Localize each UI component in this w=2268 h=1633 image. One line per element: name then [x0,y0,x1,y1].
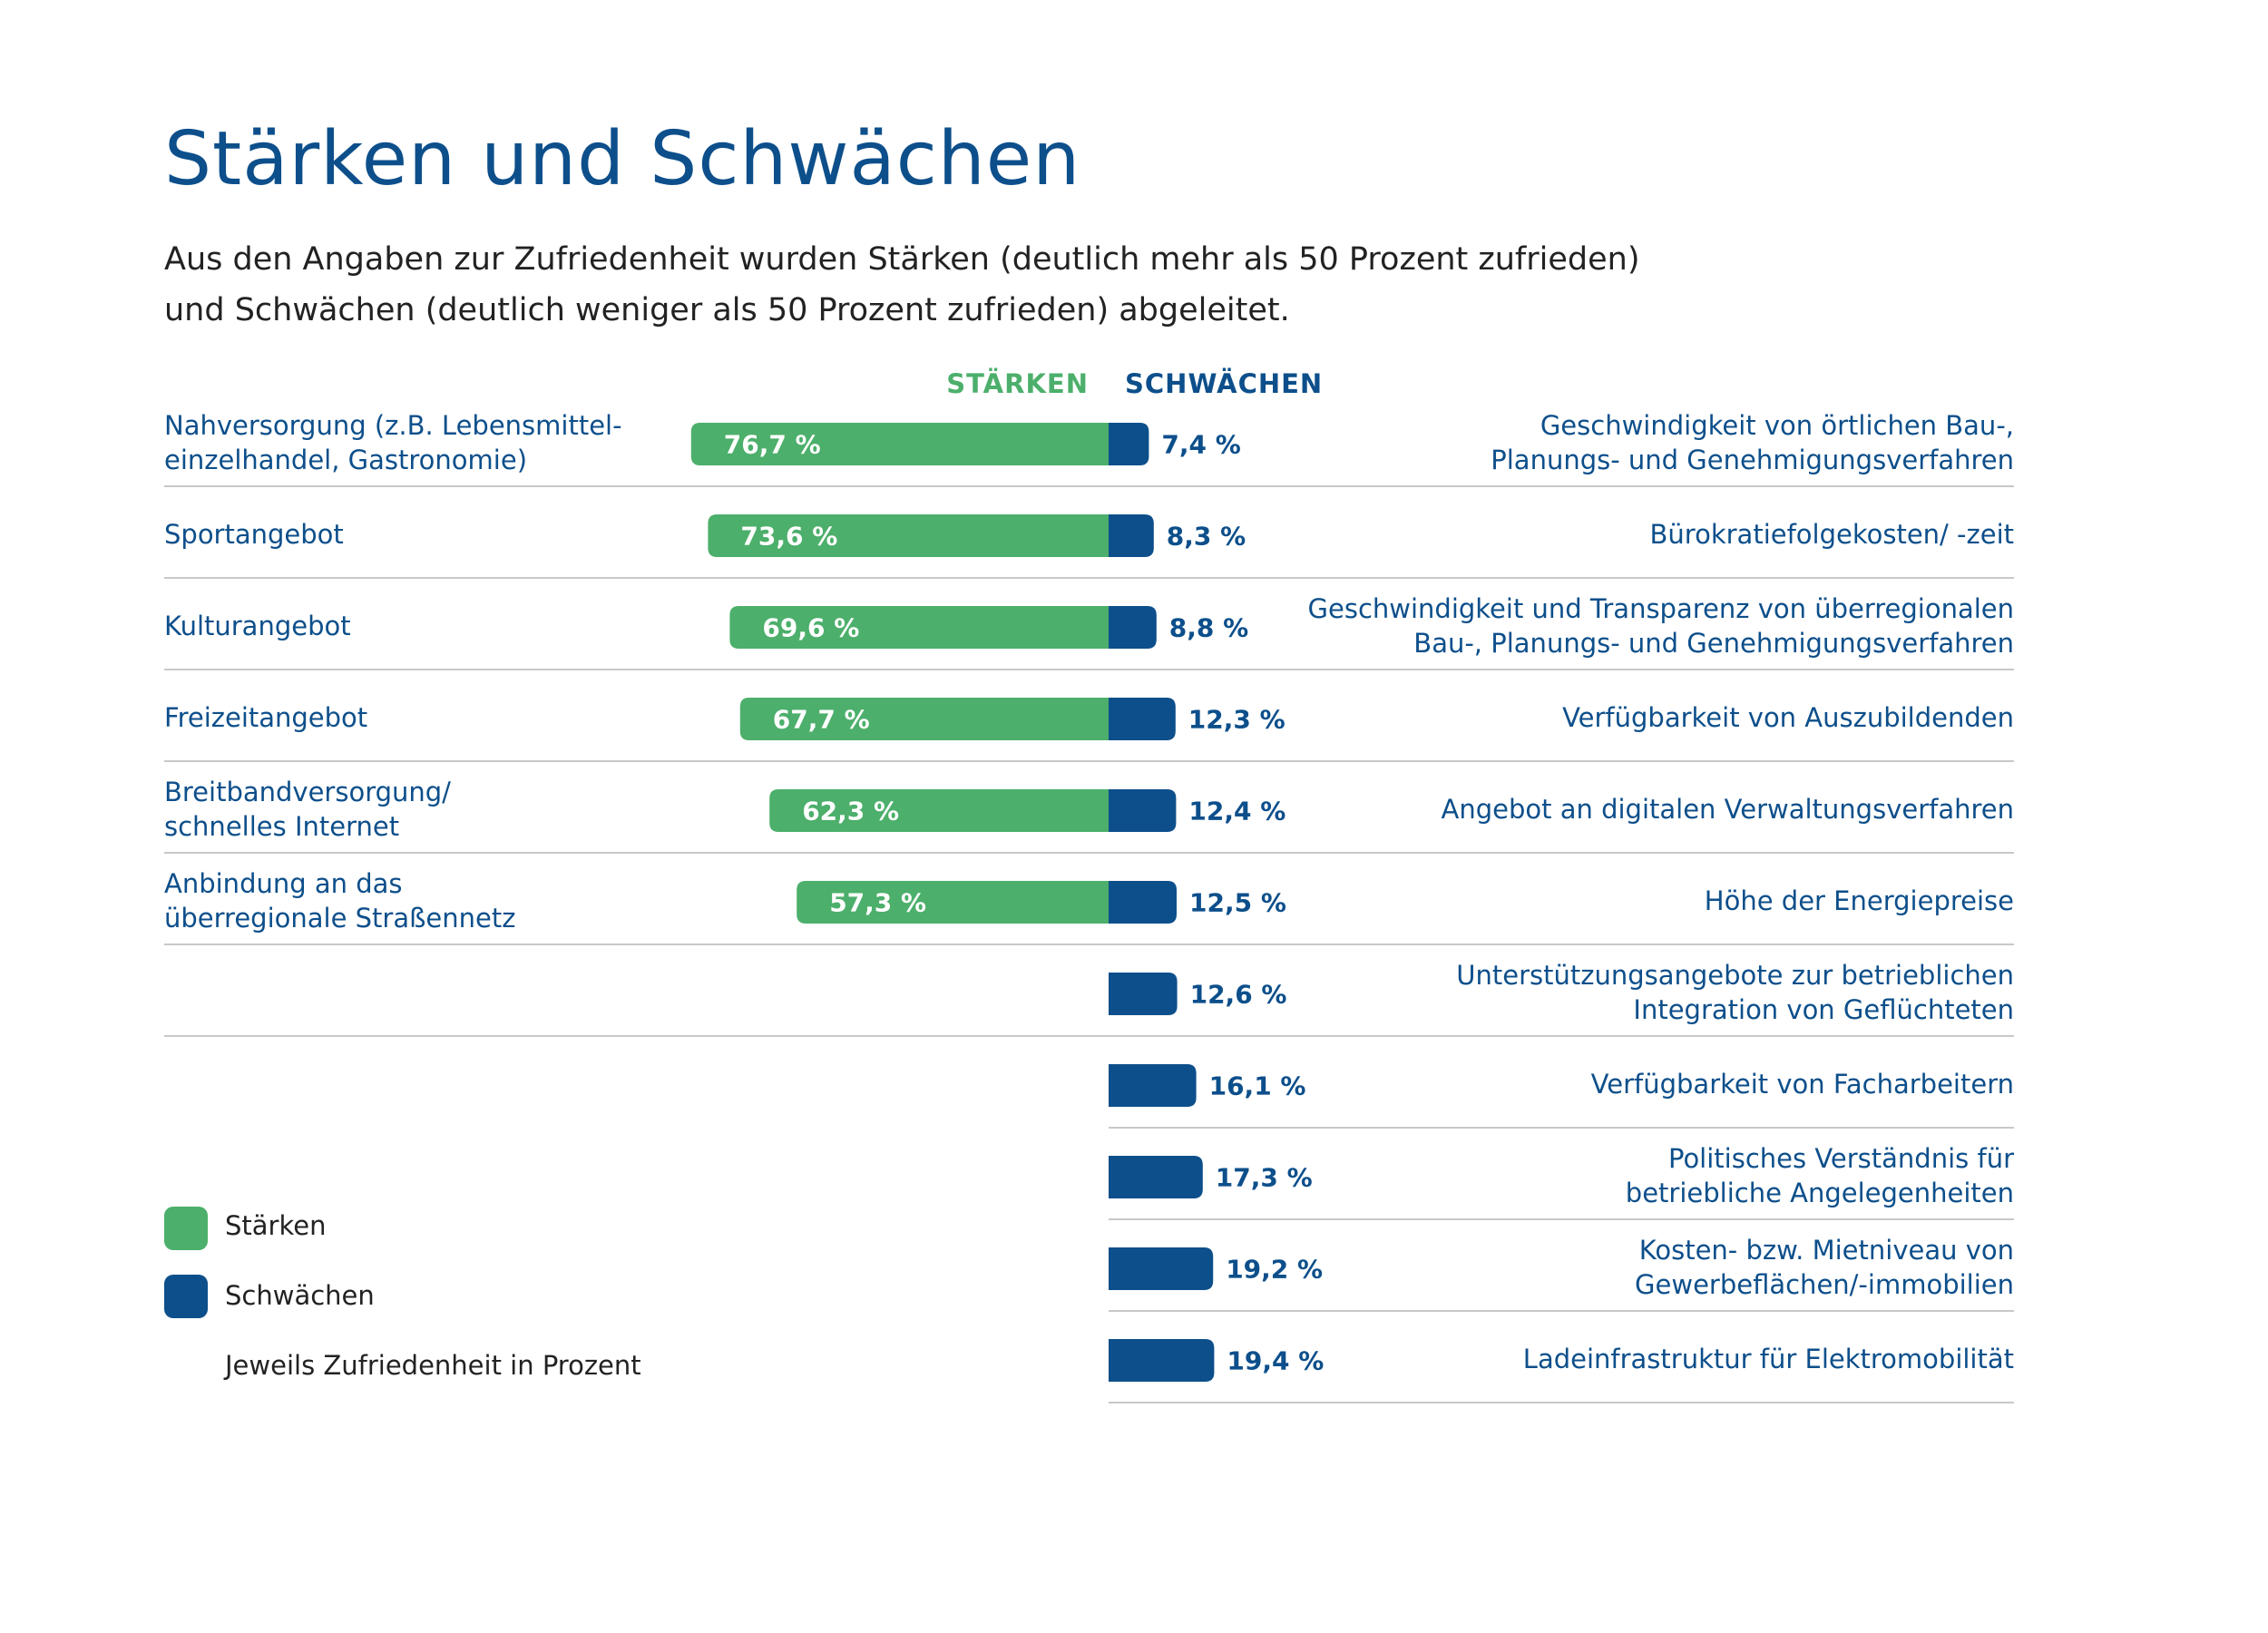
weakness-category-label-line: Geschwindigkeit von örtlichen Bau-, [1540,409,2014,441]
weakness-category-label-line: Gewerbeflächen/-immobilien [1635,1268,2014,1300]
strength-bar [729,606,1109,649]
weakness-value-label: 12,5 % [1189,888,1286,918]
strength-category-label-line: Nahversorgung (z.B. Lebensmittel- [164,409,622,441]
strength-bar [797,881,1109,924]
weakness-bar [1109,698,1176,740]
subtitle-line-2: und Schwächen (deutlich weniger als 50 P… [164,292,1290,328]
strength-value-label: 73,6 % [740,522,837,552]
weakness-category-label: Verfügbarkeit von Auszubildenden [1234,700,2014,735]
strength-category-label-line: Anbindung an das [164,867,403,899]
weakness-category-label-line: Höhe der Energiepreise [1704,885,2014,916]
header-strengths: STÄRKEN [946,368,1089,399]
strength-category-label-line: Kulturangebot [164,610,351,641]
weakness-category-label-line: Ladeinfrastruktur für Elektromobilität [1522,1343,2014,1374]
strength-category-label: Breitbandversorgung/schnelles Internet [164,775,654,844]
strength-category-label-line: Sportangebot [164,518,344,550]
weakness-value-label: 7,4 % [1161,430,1240,460]
weakness-category-label: Verfügbarkeit von Facharbeitern [1234,1067,2014,1101]
strength-value-label: 69,6 % [762,613,859,643]
strength-value-label: 62,3 % [802,797,899,826]
strength-category-label: Freizeitangebot [164,700,654,735]
weakness-category-label-line: Bürokratiefolgekosten/ -zeit [1649,518,2014,550]
header-weaknesses: SCHWÄCHEN [1125,368,1324,399]
subtitle: Aus den Angaben zur Zufriedenheit wurden… [164,234,1706,336]
weakness-category-label-line: Verfügbarkeit von Auszubildenden [1562,701,2014,733]
weakness-category-label: Geschwindigkeit und Transparenz von über… [1234,592,2014,660]
weakness-category-label: Unterstützungsangebote zur betrieblichen… [1234,958,2014,1027]
weakness-value-label: 17,3 % [1216,1163,1313,1193]
weakness-value-label: 16,1 % [1209,1071,1306,1101]
legend-strengths-swatch [164,1207,208,1250]
weakness-category-label-line: Bau-, Planungs- und Genehmigungsverfahre… [1413,627,2014,659]
weakness-bar [1109,1064,1197,1107]
page-title: Stärken und Schwächen [164,116,1081,202]
strength-bar [708,514,1109,557]
weakness-category-label-line: Politisches Verständnis für [1667,1142,2014,1174]
legend-weaknesses-swatch [164,1275,208,1318]
weakness-category-label-line: Angebot an digitalen Verwaltungsverfahre… [1441,793,2015,825]
strength-bar [769,789,1109,832]
strength-category-label-line: schnelles Internet [164,810,400,842]
weakness-category-label: Angebot an digitalen Verwaltungsverfahre… [1234,792,2015,826]
strength-bar [690,423,1109,465]
weakness-bar [1109,789,1177,832]
weakness-category-label: Ladeinfrastruktur für Elektromobilität [1234,1342,2014,1376]
weakness-value-label: 19,2 % [1226,1255,1323,1285]
weakness-bar [1109,881,1177,924]
weakness-value-label: 12,6 % [1190,980,1287,1010]
strength-category-label: Nahversorgung (z.B. Lebensmittel-einzelh… [164,408,654,477]
weakness-value-label: 8,3 % [1167,522,1246,552]
weakness-category-label-line: Unterstützungsangebote zur betrieblichen [1456,959,2014,991]
strength-category-label: Sportangebot [164,517,654,552]
legend-weaknesses-label: Schwächen [225,1280,375,1311]
weakness-category-label-line: Planungs- und Genehmigungsverfahren [1491,444,2014,475]
weakness-value-label: 12,3 % [1188,705,1286,735]
strength-category-label-line: einzelhandel, Gastronomie) [164,444,528,475]
weakness-category-label: Geschwindigkeit von örtlichen Bau-, Planu… [1234,408,2014,477]
weakness-category-label: Kosten- bzw. Mietniveau von Gewerbefläche… [1234,1233,2014,1302]
weakness-category-label: Bürokratiefolgekosten/ -zeit [1234,517,2014,552]
strength-value-label: 67,7 % [773,705,870,735]
strength-value-label: 57,3 % [829,888,926,918]
strength-category-label-line: überregionale Straßennetz [164,902,516,934]
weakness-value-label: 19,4 % [1227,1346,1324,1376]
weakness-bar [1109,1156,1203,1198]
weakness-bar [1109,514,1154,557]
strength-category-label: Kulturangebot [164,609,654,643]
weakness-category-label-line: Verfügbarkeit von Facharbeitern [1590,1068,2014,1100]
weakness-value-label: 12,4 % [1188,797,1286,826]
weakness-category-label: Politisches Verständnis für betriebliche … [1234,1141,2014,1210]
weakness-category-label: Höhe der Energiepreise [1234,884,2014,918]
legend-note: Jeweils Zufriedenheit in Prozent [225,1350,641,1381]
strength-value-label: 76,7 % [724,430,821,460]
strength-category-label-line: Breitbandversorgung/ [164,776,451,807]
weakness-bar [1109,1339,1215,1382]
weakness-bar [1109,423,1149,465]
strength-bar [739,698,1109,740]
weakness-value-label: 8,8 % [1169,613,1248,643]
weakness-category-label-line: Kosten- bzw. Mietniveau von [1638,1234,2014,1266]
strength-category-label-line: Freizeitangebot [164,701,368,733]
strength-category-label: Anbindung an das überregionale Straßennet… [164,866,654,935]
legend-strengths-label: Stärken [225,1210,327,1241]
subtitle-line-1: Aus den Angaben zur Zufriedenheit wurden… [164,241,1640,278]
weakness-category-label-line: Integration von Geflüchteten [1633,993,2014,1025]
weakness-bar [1109,1247,1214,1290]
weakness-category-label-line: Geschwindigkeit und Transparenz von über… [1307,592,2014,624]
weakness-category-label-line: betriebliche Angelegenheiten [1625,1177,2014,1208]
weakness-bar [1109,973,1178,1015]
weakness-bar [1109,606,1157,649]
